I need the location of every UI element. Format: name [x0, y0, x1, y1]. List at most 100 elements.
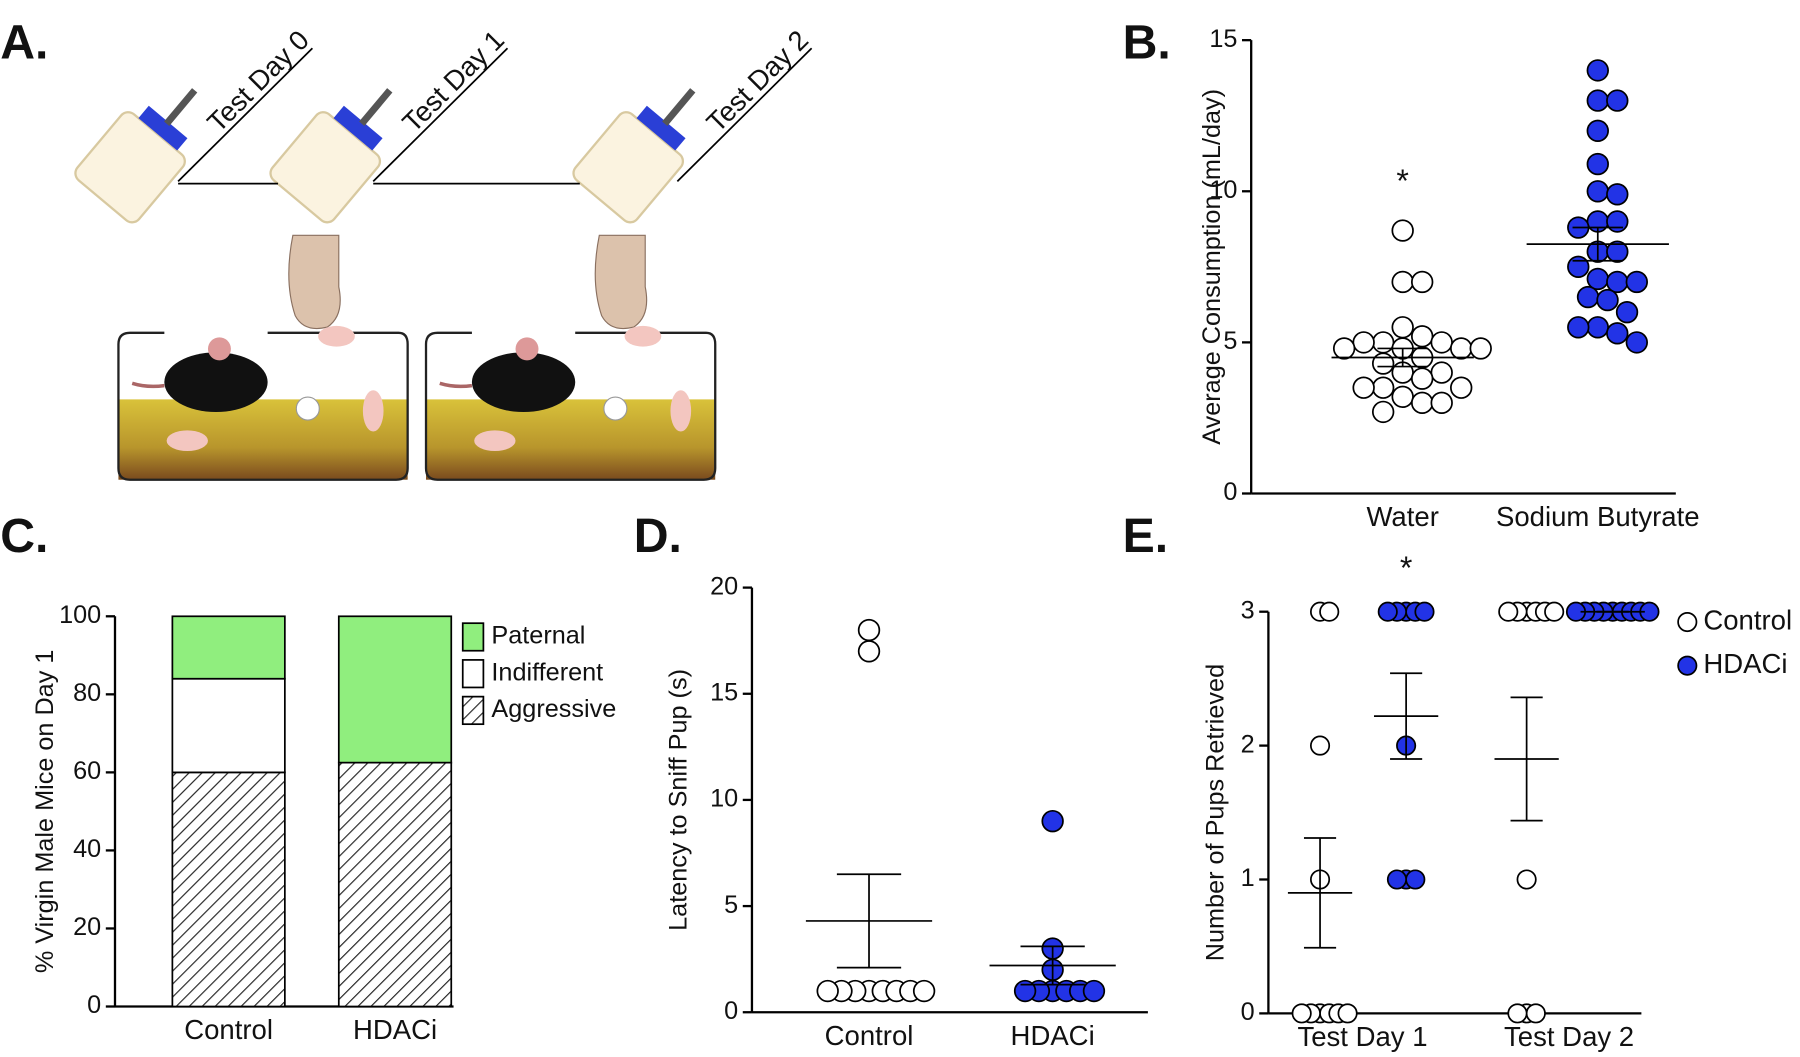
data-point	[1371, 400, 1395, 424]
data-point	[1606, 322, 1629, 345]
y-tick-label: 0	[1223, 478, 1237, 506]
data-point	[1625, 270, 1648, 294]
data-point	[1391, 385, 1414, 408]
y-tick-label: 0	[87, 991, 101, 1019]
x-tick-label: Test Day 2	[1504, 1021, 1634, 1052]
data-point	[1310, 735, 1331, 756]
data-point	[1430, 361, 1453, 384]
hand-2	[594, 234, 662, 348]
y-tick-label: 20	[73, 913, 101, 941]
data-point	[1371, 376, 1395, 399]
data-point	[1410, 325, 1434, 348]
bottle-0	[70, 63, 227, 228]
x-tick-label: Control	[184, 1014, 273, 1045]
y-tick-label: 15	[1209, 25, 1237, 53]
data-point	[1507, 1003, 1528, 1024]
data-point	[1586, 316, 1609, 339]
data-point	[1013, 979, 1037, 1003]
y-axis-label: Number of Pups Retrieved	[1201, 664, 1229, 961]
y-axis-label: % Virgin Male Mice on Day 1	[31, 650, 59, 974]
data-point	[1586, 119, 1609, 143]
legend-label: Paternal	[491, 622, 585, 650]
data-point	[1410, 367, 1434, 390]
y-tick-label: 0	[1241, 998, 1255, 1026]
bottle-1	[265, 63, 422, 228]
y-tick-label: 2	[1241, 730, 1255, 758]
data-point	[1391, 219, 1414, 242]
data-point	[1371, 331, 1395, 354]
y-tick-label: 1	[1241, 864, 1255, 892]
y-tick-label: 10	[1209, 176, 1237, 204]
data-point	[1576, 285, 1600, 309]
panel-label: D.	[634, 509, 682, 563]
data-point	[1596, 288, 1619, 312]
panel-label: A.	[0, 16, 48, 70]
x-tick-label: HDACi	[353, 1014, 437, 1045]
data-point	[1567, 316, 1590, 339]
data-point	[857, 618, 881, 642]
y-tick-label: 10	[710, 785, 738, 813]
data-point	[1410, 391, 1434, 415]
bar-segment	[171, 615, 286, 680]
data-point	[1041, 809, 1064, 833]
annotation: *	[1396, 163, 1409, 199]
data-point	[1586, 59, 1609, 82]
y-axis-label: Latency to Sniff Pup (s)	[664, 669, 692, 931]
legend-swatch	[461, 659, 485, 689]
data-point	[1291, 1003, 1312, 1024]
y-tick-label: 15	[710, 678, 738, 706]
cage-2	[424, 331, 717, 482]
legend-swatch	[461, 695, 485, 726]
x-tick-label: Water	[1366, 501, 1438, 532]
y-tick-label: 20	[710, 572, 738, 600]
panel-label: B.	[1123, 16, 1171, 70]
bar-segment	[337, 615, 453, 764]
data-point	[1606, 270, 1629, 294]
data-point	[1469, 337, 1492, 360]
data-point	[1606, 183, 1629, 206]
data-point	[1544, 601, 1565, 622]
annotation: *	[1400, 550, 1413, 586]
data-point	[1332, 337, 1356, 360]
data-point	[1606, 240, 1629, 263]
data-point	[1586, 267, 1609, 291]
legend-swatch	[461, 622, 485, 652]
diagram-label: Test Day 0	[201, 24, 315, 138]
data-point	[816, 979, 839, 1003]
y-tick-label: 40	[73, 835, 101, 863]
legend-marker	[1677, 611, 1698, 633]
data-point	[1615, 300, 1639, 324]
timeline	[177, 47, 314, 182]
data-point	[1430, 391, 1453, 415]
bar-segment	[171, 771, 286, 1008]
hand-1	[288, 234, 356, 348]
data-point	[912, 979, 936, 1003]
data-point	[1516, 869, 1537, 890]
data-point	[1586, 152, 1609, 176]
cage-1	[116, 331, 410, 482]
y-tick-label: 5	[724, 891, 738, 919]
data-point	[1410, 270, 1434, 294]
bar-segment	[171, 677, 286, 774]
data-point	[1567, 255, 1590, 279]
data-point	[1625, 331, 1648, 354]
y-tick-label: 3	[1241, 596, 1255, 624]
data-point	[1430, 331, 1453, 354]
data-point	[1586, 180, 1609, 203]
data-point	[1498, 601, 1519, 622]
data-point	[1352, 331, 1375, 354]
legend-label: Control	[1703, 604, 1792, 635]
x-tick-label: Test Day 1	[1297, 1021, 1427, 1052]
y-tick-label: 5	[1223, 327, 1237, 355]
y-tick-label: 0	[724, 997, 738, 1025]
data-point	[857, 640, 881, 663]
data-point	[1405, 869, 1426, 890]
data-point	[1414, 601, 1435, 622]
data-point	[1606, 89, 1629, 112]
timeline	[676, 47, 813, 182]
y-axis-label: Average Consumption (mL/day)	[1198, 89, 1226, 445]
timeline	[372, 47, 509, 182]
data-point	[1391, 270, 1414, 294]
